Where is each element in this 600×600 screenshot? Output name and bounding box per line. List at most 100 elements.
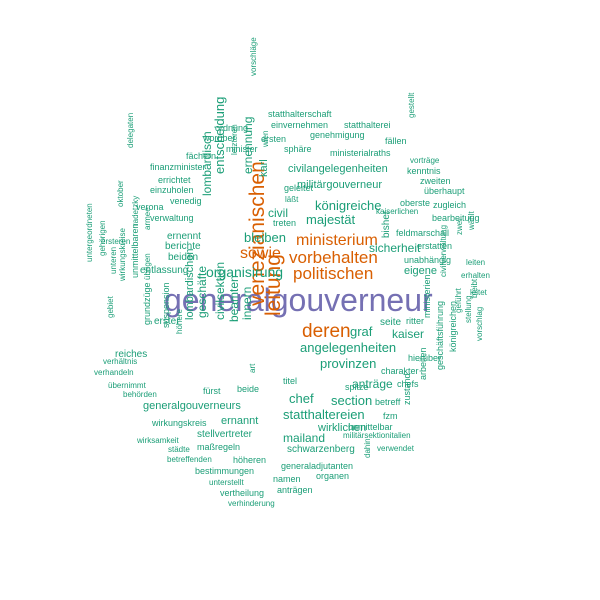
word-militärgouverneur: militärgouverneur xyxy=(297,179,382,191)
word-hierüber: hierüber xyxy=(408,353,442,363)
word-leitet: leitet xyxy=(470,288,487,297)
word-charakter: charakter xyxy=(381,366,419,376)
word-politischen: politischen xyxy=(293,264,374,283)
word-sicherheit: sicherheit xyxy=(369,241,421,255)
word-vertheilung: vertheilung xyxy=(220,488,265,498)
word-einvernehmen: einvernehmen xyxy=(271,120,329,130)
word-kaiserlichen: kaiserlichen xyxy=(376,207,419,216)
word-fzm: fzm xyxy=(383,411,398,421)
word-zweiten: zweiten xyxy=(420,176,451,186)
word-verhältnis: verhältnis xyxy=(103,357,138,366)
word-lombardischen: lombardischen xyxy=(184,248,196,320)
word-ministerium: ministerium xyxy=(296,232,378,249)
word-radetzky: radetzky xyxy=(131,195,140,226)
word-unteren: unteren xyxy=(109,246,118,274)
word-geführt: geführt xyxy=(454,288,463,313)
word-unabhängig: unabhängig xyxy=(404,255,452,265)
word-reiches: reiches xyxy=(115,349,148,360)
word-ministerien: ministerien xyxy=(422,274,432,318)
word-worüber: worüber xyxy=(203,133,236,143)
word-art: art xyxy=(248,363,257,373)
word-untergeordneten: untergeordneten xyxy=(85,203,94,262)
word-ministerialraths: ministerialraths xyxy=(330,148,391,158)
word-vorträge: vorträge xyxy=(410,156,440,165)
word-zugleich: zugleich xyxy=(433,200,467,210)
word-kaiser: kaiser xyxy=(392,327,425,341)
word-vorschlag: vorschlag xyxy=(475,306,484,341)
word-erhalten: erhalten xyxy=(461,271,490,280)
word-leiten: leiten xyxy=(466,258,486,267)
word-übernimmt: übernimmt xyxy=(108,381,146,390)
word-sowie: sowie xyxy=(240,245,281,262)
word-gehörigen: gehörigen xyxy=(98,220,107,256)
word-geschäfte: geschäfte xyxy=(195,265,209,318)
word-verona: verona xyxy=(136,202,164,212)
word-generalgouverneur: generalgouverneur xyxy=(164,282,433,318)
word-chef: chef xyxy=(289,391,314,406)
word-titel: titel xyxy=(283,376,298,386)
word-venedig: venedig xyxy=(170,196,202,206)
word-seite: seite xyxy=(380,317,402,328)
word-oktober: oktober xyxy=(116,180,125,207)
word-verhandeln: verhandeln xyxy=(94,368,134,377)
word-errichtet: errichtet xyxy=(158,175,191,185)
word-namen: namen xyxy=(273,474,301,484)
word-graf: graf xyxy=(350,324,373,339)
word-armee: armee xyxy=(143,207,152,230)
word-civilsektion: civilsektion xyxy=(213,261,227,320)
word-stellvertreter: stellvertreter xyxy=(197,429,253,440)
word-maßregeln: maßregeln xyxy=(197,442,241,452)
word-anträgen: anträgen xyxy=(277,485,313,495)
word-ernannt: ernannt xyxy=(221,415,259,427)
word-civilangelegenheiten: civilangelegenheiten xyxy=(288,163,388,175)
word-betreff: betreff xyxy=(375,397,401,407)
word-wirkungskreis: wirkungskreis xyxy=(152,418,207,428)
word-dahin: dahin xyxy=(363,438,372,458)
word-sphäre: sphäre xyxy=(284,144,312,154)
word-delegaten: delegaten xyxy=(126,112,135,148)
word-majestät: majestät xyxy=(306,212,356,227)
word-provinzen: provinzen xyxy=(320,356,377,371)
word-karl: karl xyxy=(258,159,270,177)
word-ritter: ritter xyxy=(406,316,424,326)
word-eigene: eigene xyxy=(404,265,438,277)
word-verhinderung: verhinderung xyxy=(228,499,275,508)
word-ersten: ersten xyxy=(261,134,287,144)
word-gestellt: gestellt xyxy=(407,92,416,118)
word-läßt: läßt xyxy=(285,195,299,204)
word-unmittelbar: unmittelbar xyxy=(348,422,393,432)
word-fällen: fällen xyxy=(385,136,407,146)
word-treten: treten xyxy=(273,218,297,228)
word-gebiet: gebiet xyxy=(106,296,115,318)
word-verwaltung: verwaltung xyxy=(150,213,194,223)
word-wien: wien xyxy=(261,130,270,147)
word-beide: beide xyxy=(237,384,260,394)
word-unmittelbaren: unmittelbaren xyxy=(130,223,140,278)
word-genehmigung: genehmigung xyxy=(310,130,365,140)
word-civil: civil xyxy=(268,206,288,220)
word-kenntnis: kenntnis xyxy=(407,166,441,176)
word-oberste: oberste xyxy=(400,198,431,208)
word-militärsektionitalien: militärsektionitalien xyxy=(343,431,411,440)
word-stellung: stellung xyxy=(464,295,473,323)
word-verwendet: verwendet xyxy=(377,444,414,453)
word-finanzminister: finanzminister xyxy=(150,162,206,172)
word-behörden: behörden xyxy=(123,390,157,399)
word-statthalterschaft: statthalterschaft xyxy=(268,109,332,119)
word-schwarzenberg: schwarzenberg xyxy=(287,444,355,455)
word-geschäftsführung: geschäftsführung xyxy=(435,300,445,370)
word-generaladjutanten: generaladjutanten xyxy=(281,461,354,471)
word-städte: städte xyxy=(168,445,190,454)
word-unterstellt: unterstellt xyxy=(209,478,244,487)
word-geleitet: geleitet xyxy=(284,183,314,193)
word-vorbehalten: vorbehalten xyxy=(289,248,378,267)
word-grundzüge: grundzüge xyxy=(142,282,152,325)
word-wirksamkeit: wirksamkeit xyxy=(137,436,179,445)
word-ersteren: ersteren xyxy=(101,237,131,246)
word-königreiche: königreiche xyxy=(315,198,382,213)
word-spitze: spitze xyxy=(345,382,369,392)
word-deren: deren xyxy=(302,321,351,342)
word-statthalterei: statthalterei xyxy=(344,120,391,130)
word-section: section xyxy=(331,393,373,408)
